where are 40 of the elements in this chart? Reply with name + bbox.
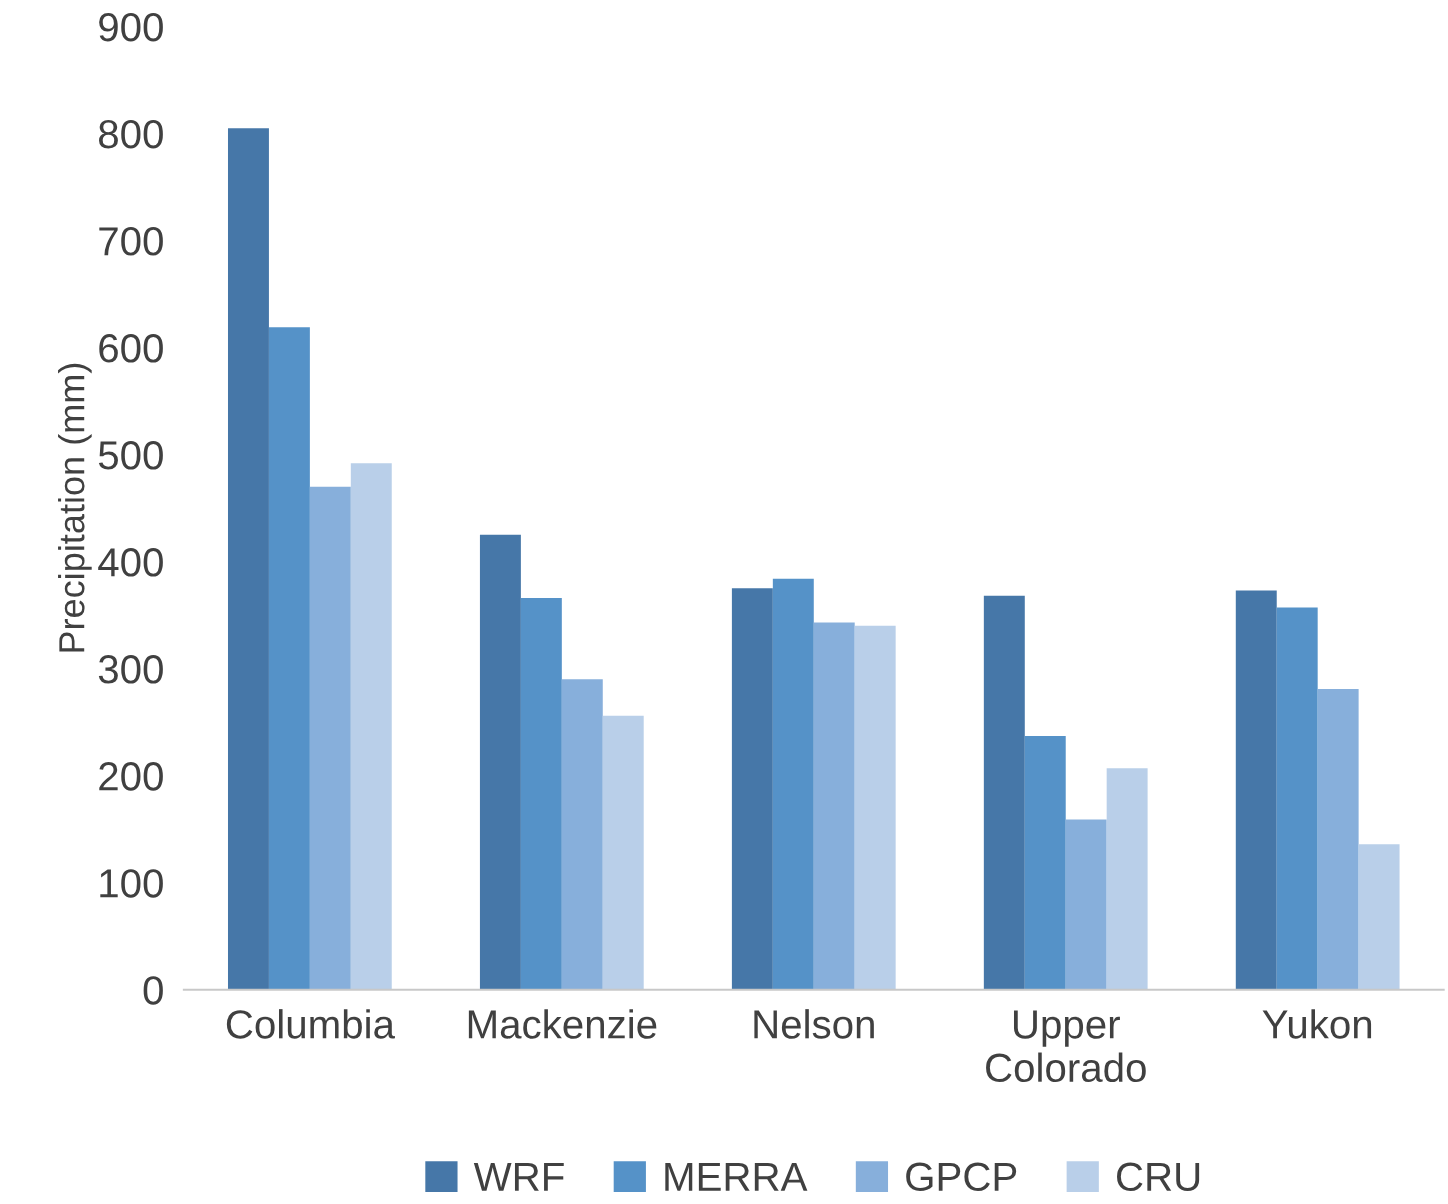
x-tick-label: Upper Colorado <box>986 1010 1146 1083</box>
x-tick-label: Yukon <box>1262 1009 1372 1039</box>
y-axis-title: Precipitation (mm) <box>58 363 92 652</box>
legend-label: WRF <box>473 1162 564 1191</box>
y-tick-label: 300 <box>98 655 163 684</box>
y-tick-label: 800 <box>99 119 163 149</box>
bar <box>520 597 562 990</box>
bar <box>561 679 603 990</box>
y-tick-label: 500 <box>98 441 163 470</box>
bar <box>772 578 814 990</box>
bar <box>227 128 269 990</box>
bar <box>1106 768 1148 990</box>
bar <box>1358 844 1400 990</box>
y-tick-label: 0 <box>143 976 163 1005</box>
bar <box>1317 688 1359 990</box>
y-tick-label: 400 <box>98 548 163 577</box>
legend-label: GPCP <box>906 1162 1017 1192</box>
bar <box>813 622 855 990</box>
bar <box>479 534 521 990</box>
bar <box>983 595 1025 990</box>
y-tick-label: 100 <box>100 869 163 898</box>
y-tick-label: 200 <box>99 762 163 791</box>
bar <box>602 715 644 990</box>
y-tick-label: 900 <box>99 12 163 42</box>
bar <box>309 486 351 990</box>
bar <box>1065 819 1107 990</box>
bar <box>1024 736 1066 990</box>
x-tick-label: Mackenzie <box>468 1009 657 1039</box>
bar <box>731 588 773 990</box>
bar <box>1276 607 1318 990</box>
bar <box>1235 590 1277 990</box>
y-tick-label: 700 <box>99 227 163 256</box>
y-tick-label: 600 <box>99 334 163 363</box>
legend-label: MERRA <box>665 1162 808 1191</box>
bar <box>854 625 896 990</box>
bar <box>268 327 310 990</box>
x-tick-label: Nelson <box>754 1009 874 1039</box>
x-tick-label: Columbia <box>226 1009 395 1039</box>
legend-label: CRU <box>1117 1162 1200 1192</box>
bar <box>350 463 392 990</box>
